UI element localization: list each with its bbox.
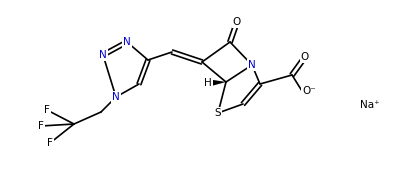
Text: F: F — [47, 138, 53, 148]
Text: H: H — [204, 78, 211, 88]
Text: O: O — [232, 17, 241, 27]
Text: N: N — [123, 37, 131, 47]
Text: F: F — [44, 105, 50, 115]
Text: N: N — [99, 50, 107, 60]
Polygon shape — [209, 79, 225, 86]
Text: S: S — [214, 108, 221, 118]
Text: F: F — [38, 121, 44, 131]
Text: N: N — [112, 92, 119, 102]
Text: O⁻: O⁻ — [301, 86, 315, 96]
Text: Na⁺: Na⁺ — [359, 100, 379, 110]
Text: O: O — [300, 52, 308, 62]
Text: N: N — [247, 60, 255, 70]
